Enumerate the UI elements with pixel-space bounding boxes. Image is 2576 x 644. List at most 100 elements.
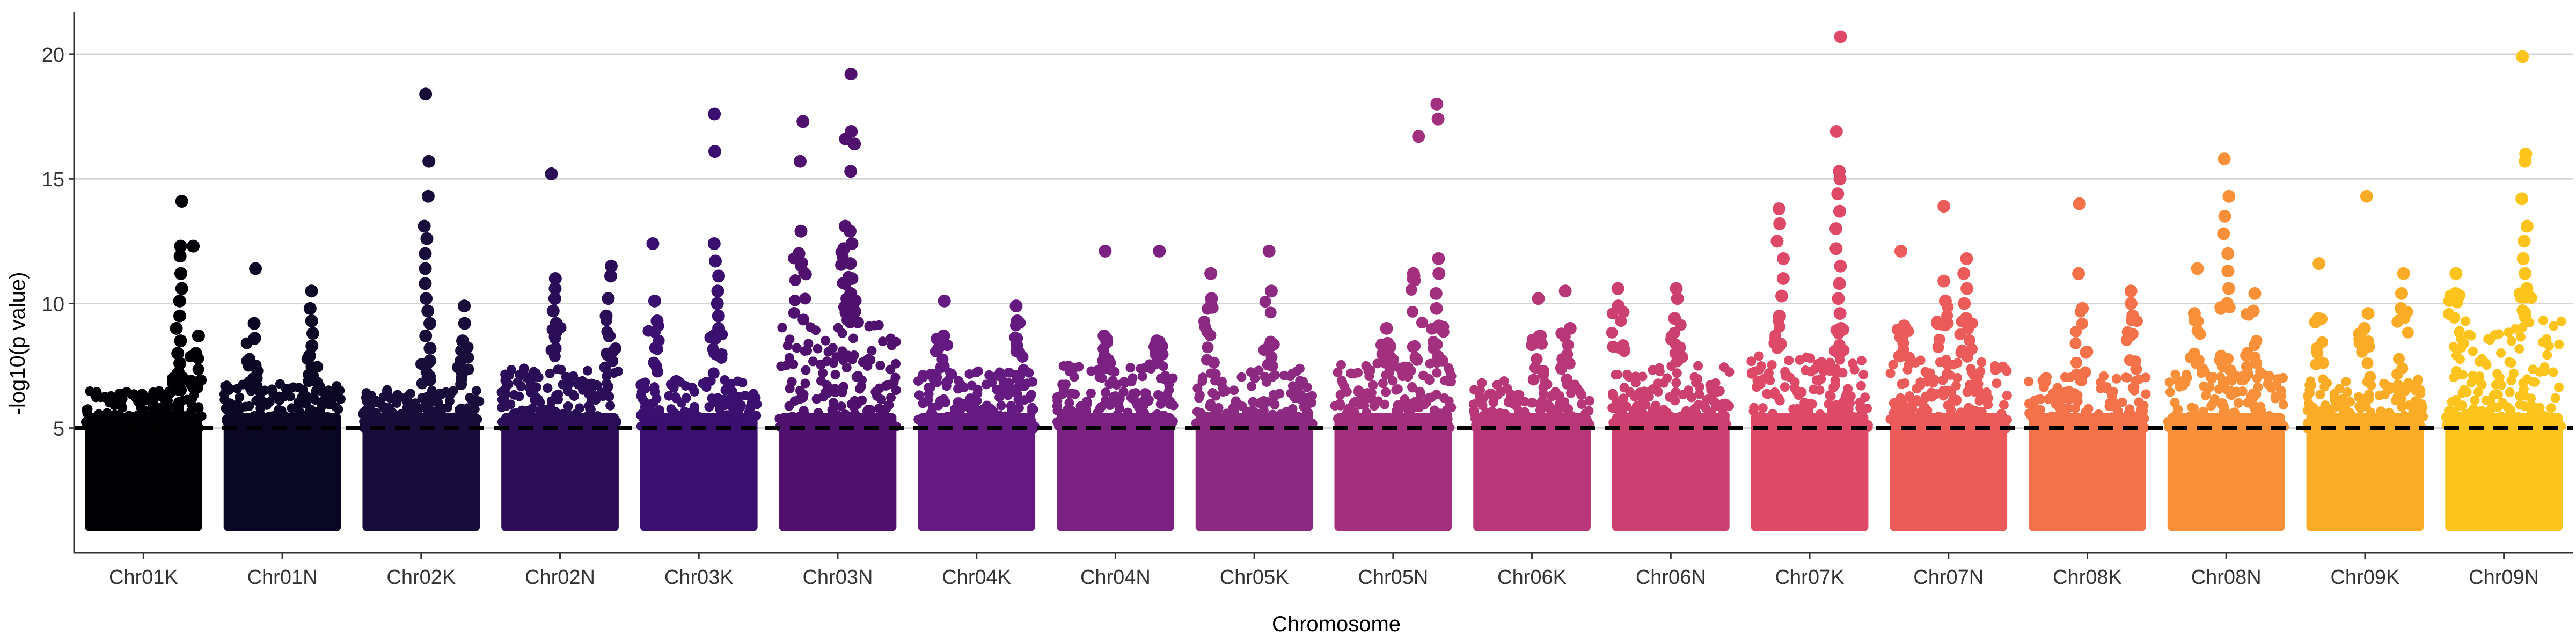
data-point xyxy=(716,328,728,341)
data-point xyxy=(1058,384,1069,394)
data-point xyxy=(1381,370,1391,380)
data-point xyxy=(1670,338,1682,350)
peak-point xyxy=(1958,297,1971,310)
data-point xyxy=(1951,380,1961,391)
peak-point xyxy=(1833,172,1847,186)
data-point xyxy=(1366,393,1376,404)
data-point xyxy=(851,372,861,382)
peak-point xyxy=(423,342,437,355)
peak-point xyxy=(2124,284,2138,298)
data-point xyxy=(1907,404,1918,414)
data-point xyxy=(1964,405,1974,415)
data-point xyxy=(1653,386,1663,397)
data-point xyxy=(1977,357,1987,367)
peak-point xyxy=(548,292,561,305)
peak-point xyxy=(1937,200,1951,213)
data-point xyxy=(288,382,298,392)
peak-point xyxy=(419,277,432,290)
data-point xyxy=(1415,386,1425,397)
data-point xyxy=(1152,409,1162,419)
band-Chr04N xyxy=(1057,413,1174,531)
data-point xyxy=(1011,339,1023,351)
data-point xyxy=(1746,356,1757,367)
data-point xyxy=(1279,411,1289,421)
data-point xyxy=(2339,402,2350,413)
peak-point xyxy=(1380,321,1393,335)
data-point xyxy=(848,333,859,343)
data-point xyxy=(1705,393,1715,403)
x-axis-title: Chromosome xyxy=(1272,612,1401,636)
data-point xyxy=(2490,330,2500,340)
peak-point xyxy=(711,297,724,310)
data-point xyxy=(2413,374,2423,384)
data-point xyxy=(1674,319,1687,331)
data-point xyxy=(2366,380,2376,390)
peak-point xyxy=(1834,259,1847,273)
data-point xyxy=(862,406,872,416)
data-point xyxy=(927,422,938,432)
data-point xyxy=(849,350,859,360)
data-point xyxy=(2164,422,2174,433)
data-point xyxy=(821,335,831,346)
data-point xyxy=(1838,413,1848,423)
data-point xyxy=(1353,368,1363,378)
data-point xyxy=(574,377,584,387)
data-point xyxy=(1206,302,1219,314)
data-point xyxy=(1954,328,1966,340)
peak-point xyxy=(1558,284,1572,298)
data-point xyxy=(1388,376,1398,386)
data-point xyxy=(1335,400,1345,411)
data-point xyxy=(1101,332,1113,345)
peak-point xyxy=(422,155,436,168)
data-point xyxy=(2311,409,2322,419)
data-point xyxy=(1442,411,1452,421)
data-point xyxy=(925,382,935,392)
data-point xyxy=(1528,398,1538,408)
data-point xyxy=(1471,420,1481,430)
data-point xyxy=(670,415,680,426)
band-Chr05K xyxy=(1195,413,1313,531)
data-point xyxy=(2141,389,2151,399)
data-point xyxy=(1903,352,1915,364)
data-point xyxy=(830,387,840,397)
data-point xyxy=(1027,406,1037,416)
data-point xyxy=(1123,412,1133,422)
data-point xyxy=(919,413,930,423)
data-point xyxy=(2136,405,2146,415)
series-Chr03N xyxy=(774,68,902,531)
peak-point xyxy=(421,189,435,203)
series-Chr05K xyxy=(1191,244,1318,531)
data-point xyxy=(995,370,1005,380)
data-point xyxy=(2052,416,2062,427)
data-point xyxy=(190,380,202,393)
data-point xyxy=(1856,356,1867,366)
data-point xyxy=(2466,331,2476,341)
data-point xyxy=(384,423,394,433)
data-point xyxy=(464,406,474,416)
x-tick-label: Chr01N xyxy=(247,566,318,589)
data-point xyxy=(552,322,564,334)
data-point xyxy=(455,405,465,415)
data-point xyxy=(1385,340,1397,353)
data-point xyxy=(1905,391,1915,401)
data-point xyxy=(1446,402,1457,413)
data-point xyxy=(2515,391,2525,401)
data-point xyxy=(811,394,822,404)
data-point xyxy=(235,392,245,402)
data-point xyxy=(95,411,105,421)
data-point xyxy=(2384,407,2394,418)
peak-point xyxy=(2191,262,2204,275)
peak-point xyxy=(2520,219,2534,233)
data-point xyxy=(1250,408,1261,418)
data-point xyxy=(361,388,371,398)
data-point xyxy=(2481,358,2491,369)
data-point xyxy=(1081,406,1092,416)
band-Chr01N xyxy=(223,413,341,531)
data-point xyxy=(1899,408,1909,418)
data-point xyxy=(582,412,592,422)
data-point xyxy=(1576,390,1586,400)
data-point xyxy=(452,361,464,374)
data-point xyxy=(1362,410,1372,420)
peak-point xyxy=(548,272,562,286)
peak-point xyxy=(1833,307,1847,320)
